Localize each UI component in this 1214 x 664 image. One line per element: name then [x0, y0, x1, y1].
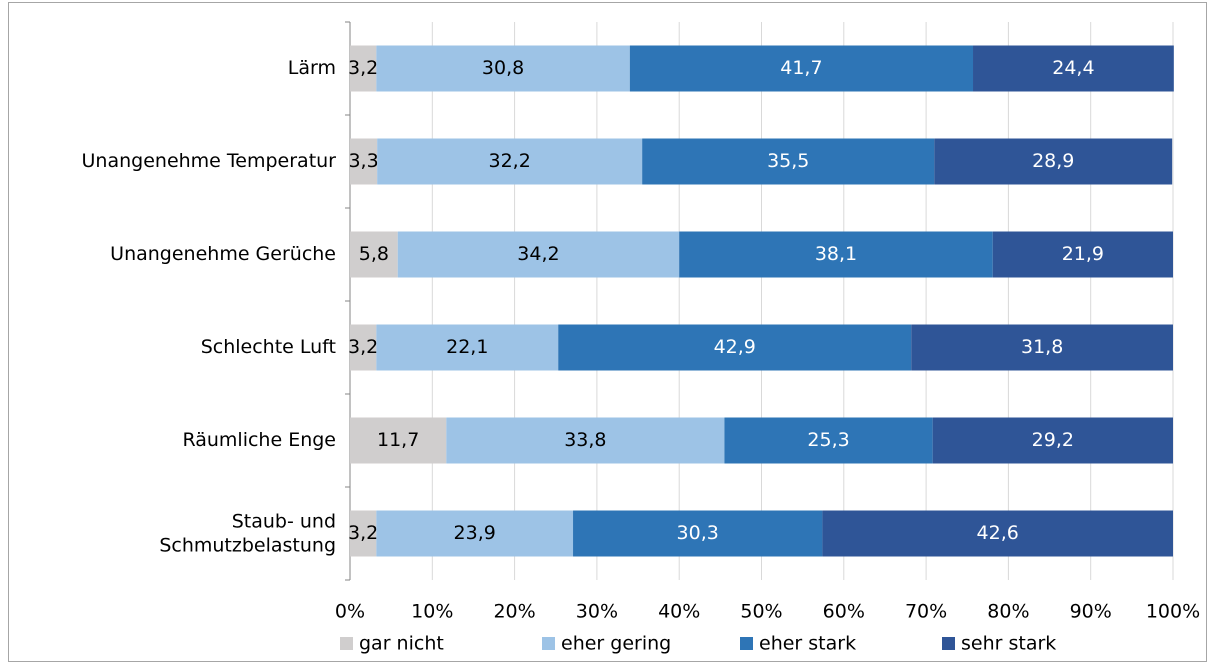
bar-segment	[679, 231, 993, 278]
data-label: 42,6	[977, 522, 1019, 544]
legend-label: sehr stark	[961, 633, 1056, 655]
data-label: 22,1	[446, 336, 488, 358]
data-label: 25,3	[807, 429, 849, 451]
legend-label: gar nicht	[359, 633, 444, 655]
data-label: 33,8	[564, 429, 606, 451]
bar-segment	[932, 417, 1173, 464]
bar-segment	[642, 138, 935, 185]
y-tick-label: Lärm	[288, 57, 336, 79]
x-tick-label: 20%	[493, 601, 535, 623]
bar-segment	[934, 138, 1173, 185]
x-tick-label: 30%	[576, 601, 618, 623]
x-tick-label: 60%	[823, 601, 865, 623]
data-label: 24,4	[1052, 57, 1094, 79]
data-label: 5,8	[359, 243, 389, 265]
x-tick-label: 40%	[658, 601, 700, 623]
bar-segment	[822, 510, 1173, 557]
data-label: 3,2	[348, 57, 378, 79]
legend-swatch	[340, 637, 353, 650]
bar-segment	[350, 417, 447, 464]
y-tick-label: Staub- und Schmutzbelastung	[159, 510, 336, 556]
legend-swatch	[740, 637, 753, 650]
y-tick-label: Unangenehme Temperatur	[82, 150, 337, 172]
x-tick-label: 100%	[1146, 601, 1200, 623]
y-tick-label: Unangenehme Gerüche	[110, 243, 336, 265]
x-tick-label: 0%	[335, 601, 365, 623]
bar-segment	[629, 45, 974, 92]
bar-segment	[350, 231, 398, 278]
x-tick-label: 80%	[987, 601, 1029, 623]
bar-segment	[376, 324, 559, 371]
legend-label: eher stark	[759, 633, 856, 655]
data-label: 38,1	[815, 243, 857, 265]
y-tick-label-line: Staub- und	[232, 510, 336, 532]
bar-segment	[573, 510, 823, 557]
bar-segment	[350, 510, 377, 557]
y-tick-label-line: Schmutzbelastung	[159, 534, 336, 556]
bar-segment	[350, 45, 377, 92]
data-label: 3,2	[348, 336, 378, 358]
bar-segment	[446, 417, 725, 464]
data-label: 34,2	[517, 243, 559, 265]
bar-segment	[992, 231, 1173, 278]
bar-segment	[376, 510, 574, 557]
x-tick-label: 50%	[740, 601, 782, 623]
bar-segment	[377, 138, 643, 185]
legend-swatch	[942, 637, 955, 650]
x-tick-label: 70%	[905, 601, 947, 623]
y-tick-label: Räumliche Enge	[182, 429, 336, 451]
bar-segment	[376, 45, 630, 92]
bar-segment	[350, 138, 378, 185]
bar-segment	[724, 417, 933, 464]
bar-segment	[911, 324, 1173, 371]
x-tick-label: 10%	[411, 601, 453, 623]
y-tick-label: Schlechte Luft	[201, 336, 336, 358]
data-label: 23,9	[454, 522, 496, 544]
data-label: 35,5	[767, 150, 809, 172]
legend-label: eher gering	[561, 633, 671, 655]
data-label: 3,2	[348, 522, 378, 544]
data-label: 32,2	[489, 150, 531, 172]
data-label: 30,3	[677, 522, 719, 544]
data-label: 3,3	[348, 150, 378, 172]
data-label: 11,7	[377, 429, 419, 451]
data-label: 29,2	[1032, 429, 1074, 451]
data-label: 21,9	[1062, 243, 1104, 265]
x-tick-label: 90%	[1070, 601, 1112, 623]
bar-segment	[558, 324, 912, 371]
bar-segment	[397, 231, 680, 278]
data-label: 28,9	[1032, 150, 1074, 172]
data-label: 30,8	[482, 57, 524, 79]
bar-segment	[350, 324, 377, 371]
data-label: 31,8	[1021, 336, 1063, 358]
data-label: 41,7	[780, 57, 822, 79]
data-label: 42,9	[714, 336, 756, 358]
legend-swatch	[542, 637, 555, 650]
bar-segment	[973, 45, 1174, 92]
